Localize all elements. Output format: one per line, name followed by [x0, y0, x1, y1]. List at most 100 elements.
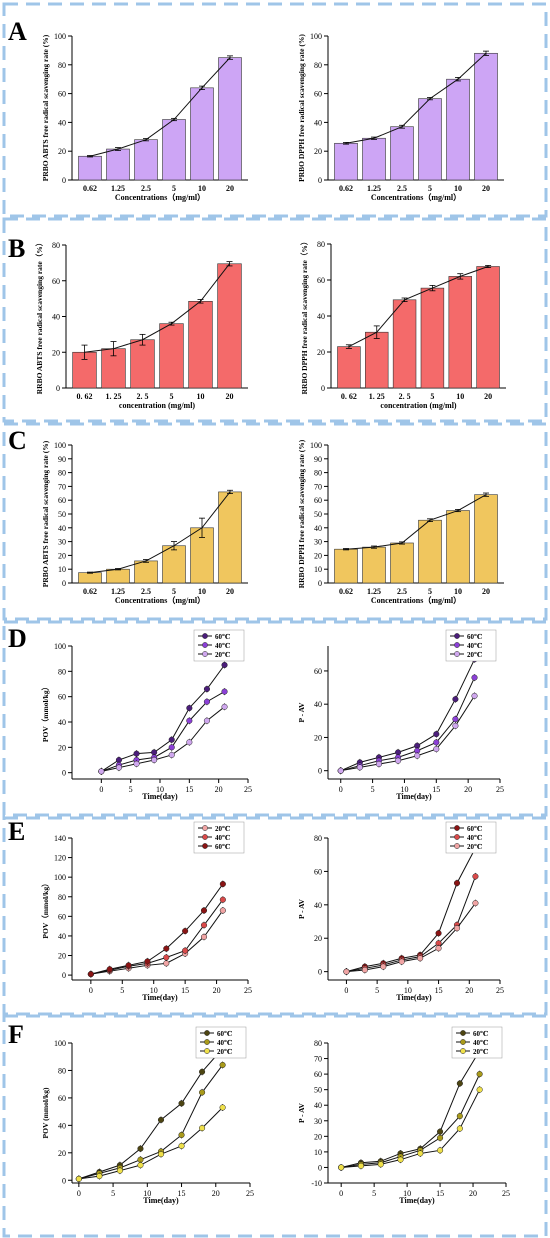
data-point	[380, 963, 387, 970]
chart-c2: 0 10 20 30 40 50 60 70 80 90 100 RRBO DPPH free rad…	[297, 439, 504, 605]
data-point	[106, 966, 113, 973]
y-tick-label: 0	[318, 579, 322, 588]
y-axis-label: P - AV	[297, 898, 306, 918]
y-tick-label: 0	[62, 769, 66, 778]
panel-letter-e: E	[8, 817, 25, 846]
data-point	[417, 1150, 424, 1157]
data-point	[221, 703, 228, 710]
x-axis-label: Time(day)	[142, 792, 178, 801]
x-tick-label: 0. 62	[341, 392, 357, 401]
y-tick-label: 0	[56, 384, 60, 393]
y-tick-label: 80	[58, 469, 66, 478]
y-tick-label: 30	[314, 1117, 322, 1126]
bar	[190, 87, 214, 181]
y-tick-label: 40	[317, 312, 325, 321]
y-tick-label: 20	[58, 551, 66, 560]
bar	[134, 139, 158, 181]
legend-marker	[204, 1048, 210, 1054]
y-tick-label: 40	[58, 524, 66, 533]
x-tick-label: 10	[150, 986, 158, 995]
bar	[106, 568, 130, 584]
y-tick-label: 40	[314, 901, 322, 910]
y-tick-label: 50	[314, 510, 322, 519]
panel-letter-a: A	[8, 17, 27, 46]
trend-line	[89, 491, 231, 574]
panel-letters: A B C D E F	[8, 17, 27, 1049]
data-point	[337, 767, 344, 774]
data-point	[186, 739, 193, 746]
y-axis-label: RRBO ABTS free radical scavenging rate（%…	[34, 239, 44, 394]
panel-letter-b: B	[8, 234, 25, 263]
series-line	[78, 1064, 224, 1180]
data-point	[476, 1086, 483, 1093]
data-point	[414, 752, 421, 759]
x-tick-label: 5	[428, 587, 432, 596]
data-point	[203, 717, 210, 724]
data-point	[96, 1173, 103, 1180]
data-point	[433, 746, 440, 753]
data-point	[452, 716, 459, 723]
y-tick-label: 20	[314, 551, 322, 560]
series-line	[78, 1048, 223, 1180]
legend-label: 60℃	[215, 633, 231, 641]
data-point	[186, 717, 193, 724]
legend-label: 60℃	[467, 633, 483, 641]
x-tick-label: 10	[143, 1189, 151, 1198]
data-point	[453, 925, 461, 932]
data-point	[178, 1131, 185, 1139]
y-tick-label: 60	[317, 276, 325, 285]
data-point	[452, 696, 459, 703]
y-tick-label: 100	[54, 1039, 66, 1048]
panel-letter-c: C	[8, 426, 27, 455]
x-tick-label: 5	[375, 986, 379, 995]
panel-border-4	[2, 620, 548, 817]
y-axis-label: PRBO DPPH free radical scavenging rate (…	[297, 34, 306, 182]
y-tick-label: 20	[58, 1149, 66, 1158]
y-tick-label: 20	[314, 147, 322, 156]
y-tick-label: 0	[62, 176, 66, 185]
y-tick-label: 0	[62, 579, 66, 588]
x-tick-label: 15	[185, 785, 193, 794]
bar	[334, 548, 358, 584]
y-tick-label: 60	[314, 496, 322, 505]
data-point	[453, 880, 461, 887]
data-point	[203, 686, 210, 693]
y-axis-label: POV（mmol/kg）	[40, 879, 50, 938]
data-point	[203, 698, 210, 705]
x-tick-label: 1. 25	[369, 392, 385, 401]
legend-label: 40℃	[467, 834, 483, 842]
x-tick-label: 5	[129, 785, 133, 794]
legend-label: 20℃	[215, 825, 231, 833]
x-tick-label: 10	[156, 785, 164, 794]
x-tick-label: 5	[372, 1189, 376, 1198]
legend-label: 60℃	[217, 1030, 233, 1038]
x-tick-label: 5	[371, 785, 375, 794]
chart-d1: 0 20 40 60 80 100 POV（mmol/kg） Time(day) 0 5 10 15 2…	[40, 629, 252, 801]
series-line	[90, 910, 224, 975]
y-tick-label: 60	[52, 277, 60, 286]
panel-letter-d: D	[8, 624, 27, 653]
legend-marker	[202, 843, 208, 849]
legend-marker	[204, 1039, 210, 1045]
data-point	[75, 1175, 82, 1182]
x-tick-label: 2.5	[397, 184, 407, 193]
x-tick-label: 5	[120, 986, 124, 995]
y-tick-label: 50	[58, 510, 66, 519]
data-point	[151, 756, 158, 764]
x-tick-label: 15	[435, 986, 443, 995]
data-point	[221, 688, 228, 695]
x-axis-label: Time(day)	[396, 993, 432, 1002]
x-tick-label: 2. 5	[137, 392, 149, 401]
y-tick-label: 100	[54, 642, 66, 651]
y-tick-label: 40	[52, 313, 60, 322]
y-tick-label: 90	[58, 455, 66, 464]
bar	[474, 52, 498, 181]
series-line	[346, 902, 476, 973]
data-point	[137, 1156, 144, 1163]
y-tick-label: 80	[314, 61, 322, 70]
data-point	[163, 945, 170, 952]
series-line	[90, 899, 224, 975]
x-tick-label: 25	[244, 785, 252, 794]
legend-marker	[454, 825, 460, 831]
